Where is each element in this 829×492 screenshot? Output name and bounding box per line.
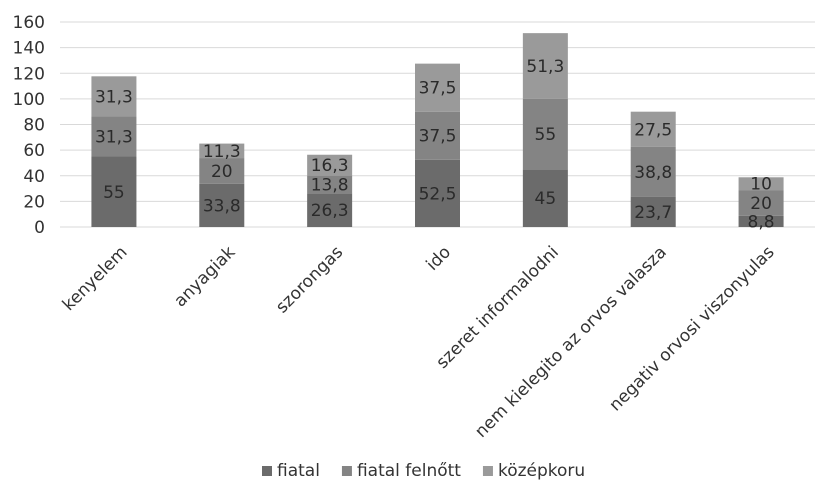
data-label: 38,8 xyxy=(634,163,672,183)
bar-segment xyxy=(522,98,568,170)
y-tick-label: 40 xyxy=(23,167,45,187)
bar-segment xyxy=(630,196,676,227)
data-label: 37,5 xyxy=(419,127,457,147)
bar-segment xyxy=(307,175,353,194)
y-tick-label: 0 xyxy=(34,218,45,238)
data-label: 33,8 xyxy=(203,196,241,216)
x-category-label: nem kielegito az orvos valasza xyxy=(471,242,670,441)
bar-segment xyxy=(91,156,137,227)
bar-segment xyxy=(199,183,245,227)
bar-segment xyxy=(738,190,784,216)
data-label: 51,3 xyxy=(526,57,564,77)
x-category-label: anyagiak xyxy=(170,242,239,311)
y-tick-label: 20 xyxy=(23,192,45,212)
legend: fiatal fiatal felnőtt középkoru xyxy=(262,461,585,481)
data-label: 20 xyxy=(211,162,233,182)
data-label: 8,8 xyxy=(748,212,775,232)
x-category-label: ido xyxy=(423,242,455,274)
data-label: 45 xyxy=(535,189,557,209)
data-label: 37,5 xyxy=(419,79,457,99)
legend-swatch xyxy=(341,466,352,476)
data-label: 23,7 xyxy=(634,203,672,223)
bar-segment xyxy=(199,158,245,184)
bar-segment xyxy=(630,146,676,197)
legend-label: fiatal felnőtt xyxy=(357,461,461,481)
data-label: 10 xyxy=(750,175,772,195)
data-label: 55 xyxy=(535,125,557,145)
bar-segment xyxy=(415,63,460,112)
data-label: 52,5 xyxy=(419,184,457,204)
bar-segment xyxy=(91,76,137,117)
bar-segment xyxy=(91,116,137,157)
bar-segment xyxy=(738,177,784,191)
bar-segment xyxy=(738,215,784,227)
data-label: 31,3 xyxy=(95,87,133,107)
data-label: 20 xyxy=(750,194,772,214)
bar-segment xyxy=(307,193,353,227)
y-axis-ticks: 0 20 40 60 80 100 120 140 160 xyxy=(13,13,45,238)
y-tick-label: 140 xyxy=(13,39,45,59)
bar-segment xyxy=(630,111,676,147)
bar-segment xyxy=(199,143,245,159)
x-category-label: kenyelem xyxy=(59,242,132,315)
legend-swatch xyxy=(262,466,272,476)
data-label: 16,3 xyxy=(311,156,349,176)
data-labels: 5531,331,333,82011,326,313,816,352,537,5… xyxy=(95,57,775,232)
legend-swatch xyxy=(482,466,493,476)
bars xyxy=(91,33,784,227)
data-label: 13,8 xyxy=(311,175,349,195)
data-label: 26,3 xyxy=(311,201,349,221)
y-tick-label: 80 xyxy=(23,116,45,136)
legend-label: középkoru xyxy=(498,461,585,481)
data-label: 11,3 xyxy=(203,142,241,162)
legend-label: fiatal xyxy=(277,461,320,481)
bar-segment xyxy=(522,33,568,99)
x-category-label: szorongas xyxy=(272,242,347,317)
y-tick-label: 160 xyxy=(13,13,45,33)
y-tick-label: 100 xyxy=(13,90,45,110)
y-tick-label: 120 xyxy=(13,64,45,84)
bar-segment xyxy=(415,111,460,160)
bar-segment xyxy=(522,169,568,227)
data-label: 31,3 xyxy=(95,127,133,147)
y-tick-label: 60 xyxy=(23,141,45,161)
data-label: 27,5 xyxy=(634,120,672,140)
bar-segment xyxy=(415,159,460,227)
x-category-label: szeret informalodni xyxy=(433,242,563,372)
data-label: 55 xyxy=(103,183,125,203)
bar-segment xyxy=(307,154,353,176)
